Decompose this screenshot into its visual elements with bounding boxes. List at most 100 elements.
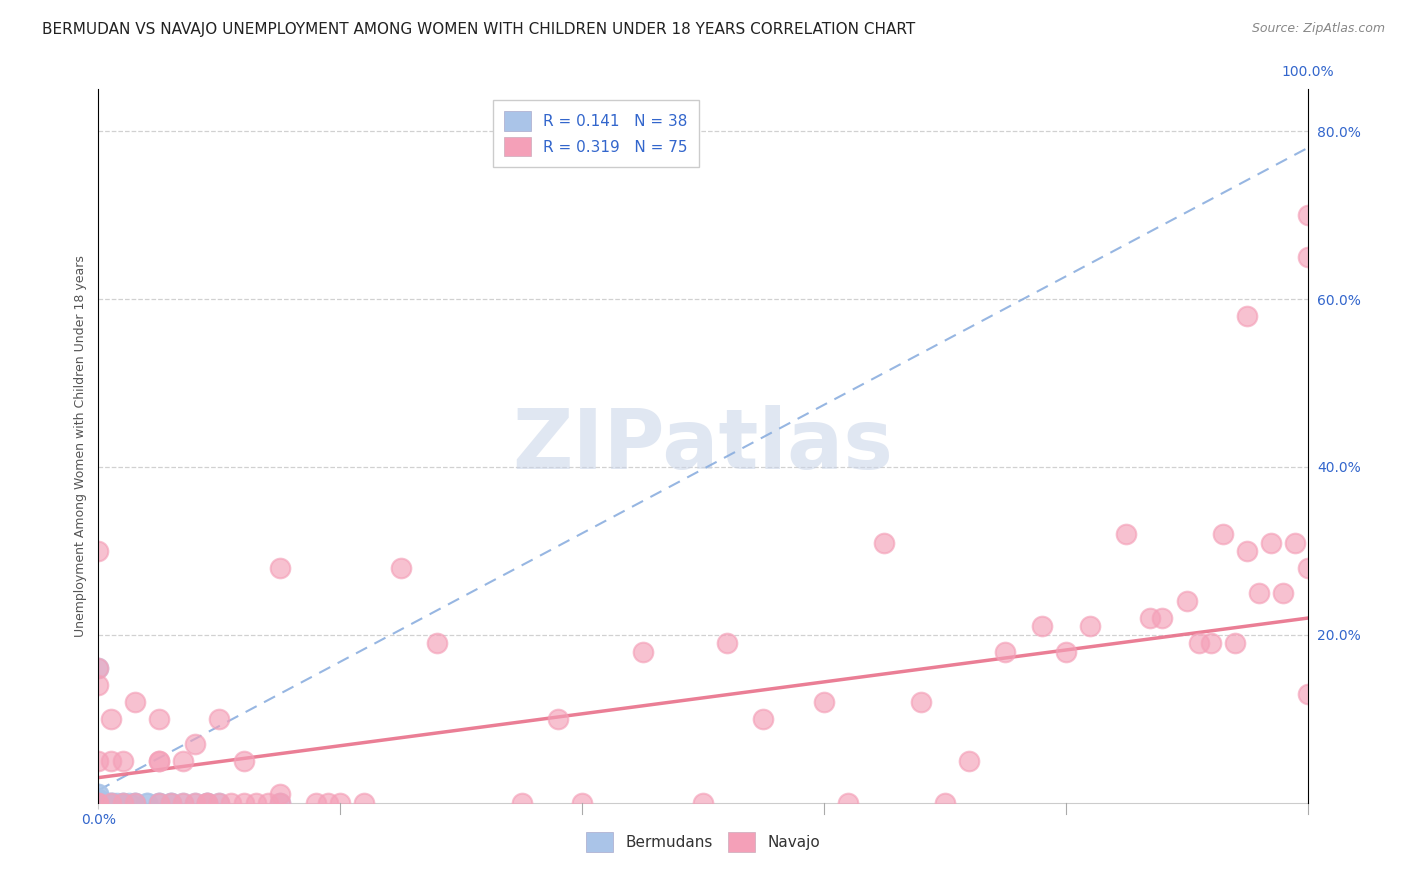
Point [1296, 208, 1319, 222]
Point [87, 661, 110, 675]
Point [111, 754, 134, 768]
Point [752, 712, 775, 726]
Point [837, 796, 859, 810]
Point [87, 796, 110, 810]
Point [118, 796, 141, 810]
Point [1054, 645, 1077, 659]
Point [1284, 535, 1306, 549]
Point [135, 796, 157, 810]
Point [1296, 250, 1319, 264]
Point [87, 791, 110, 805]
Point [124, 796, 146, 810]
Point [1223, 636, 1246, 650]
Point [100, 796, 122, 810]
Point [305, 796, 328, 810]
Point [269, 560, 291, 574]
Point [111, 796, 134, 810]
Text: BERMUDAN VS NAVAJO UNEMPLOYMENT AMONG WOMEN WITH CHILDREN UNDER 18 YEARS CORRELA: BERMUDAN VS NAVAJO UNEMPLOYMENT AMONG WO… [42, 22, 915, 37]
Point [1249, 586, 1271, 600]
Point [692, 796, 714, 810]
Point [1175, 594, 1198, 608]
Point [87, 796, 110, 810]
Point [87, 754, 110, 768]
Point [148, 796, 170, 810]
Point [1296, 687, 1319, 701]
Point [87, 788, 110, 802]
Point [873, 535, 896, 549]
Point [910, 695, 932, 709]
Point [160, 796, 183, 810]
Point [256, 796, 278, 810]
Point [221, 796, 243, 810]
Point [100, 796, 122, 810]
Point [87, 796, 110, 810]
Legend: Bermudans, Navajo: Bermudans, Navajo [578, 824, 828, 859]
Point [148, 796, 170, 810]
Point [87, 796, 110, 810]
Point [100, 796, 122, 810]
Point [195, 796, 218, 810]
Point [87, 796, 110, 810]
Point [1296, 560, 1319, 574]
Point [232, 754, 254, 768]
Point [1199, 636, 1222, 650]
Point [195, 796, 218, 810]
Point [87, 796, 110, 810]
Point [124, 796, 146, 810]
Point [1236, 309, 1258, 323]
Point [172, 796, 194, 810]
Text: Source: ZipAtlas.com: Source: ZipAtlas.com [1251, 22, 1385, 36]
Point [994, 645, 1017, 659]
Point [353, 796, 375, 810]
Point [101, 796, 124, 810]
Point [1031, 619, 1053, 633]
Point [716, 636, 738, 650]
Point [87, 678, 110, 692]
Point [232, 796, 254, 810]
Point [389, 560, 412, 574]
Point [135, 796, 157, 810]
Point [87, 796, 110, 810]
Point [269, 796, 291, 810]
Point [1260, 535, 1282, 549]
Point [148, 754, 170, 768]
Point [172, 796, 194, 810]
Point [1115, 527, 1137, 541]
Point [269, 796, 291, 810]
Point [172, 754, 194, 768]
Point [571, 796, 593, 810]
Point [208, 796, 231, 810]
Point [184, 796, 207, 810]
Point [316, 796, 339, 810]
Point [184, 737, 207, 751]
Point [245, 796, 267, 810]
Point [100, 712, 122, 726]
Point [195, 796, 218, 810]
Point [1152, 611, 1174, 625]
Point [87, 661, 110, 675]
Point [124, 796, 146, 810]
Point [93, 796, 115, 810]
Point [957, 754, 980, 768]
Point [87, 544, 110, 558]
Text: ZIPatlas: ZIPatlas [513, 406, 893, 486]
Point [1236, 544, 1258, 558]
Point [1188, 636, 1211, 650]
Point [1139, 611, 1161, 625]
Point [87, 791, 110, 805]
Point [97, 796, 120, 810]
Point [208, 712, 231, 726]
Point [208, 796, 231, 810]
Point [148, 754, 170, 768]
Point [148, 712, 170, 726]
Point [105, 796, 128, 810]
Point [269, 788, 291, 802]
Point [934, 796, 956, 810]
Point [93, 796, 115, 810]
Point [124, 695, 146, 709]
Point [813, 695, 835, 709]
Point [631, 645, 654, 659]
Point [547, 712, 569, 726]
Point [329, 796, 352, 810]
Point [195, 796, 218, 810]
